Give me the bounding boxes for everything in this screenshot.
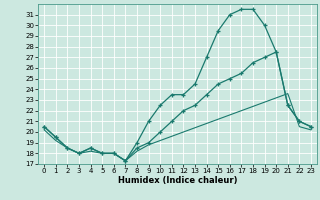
X-axis label: Humidex (Indice chaleur): Humidex (Indice chaleur) bbox=[118, 176, 237, 185]
